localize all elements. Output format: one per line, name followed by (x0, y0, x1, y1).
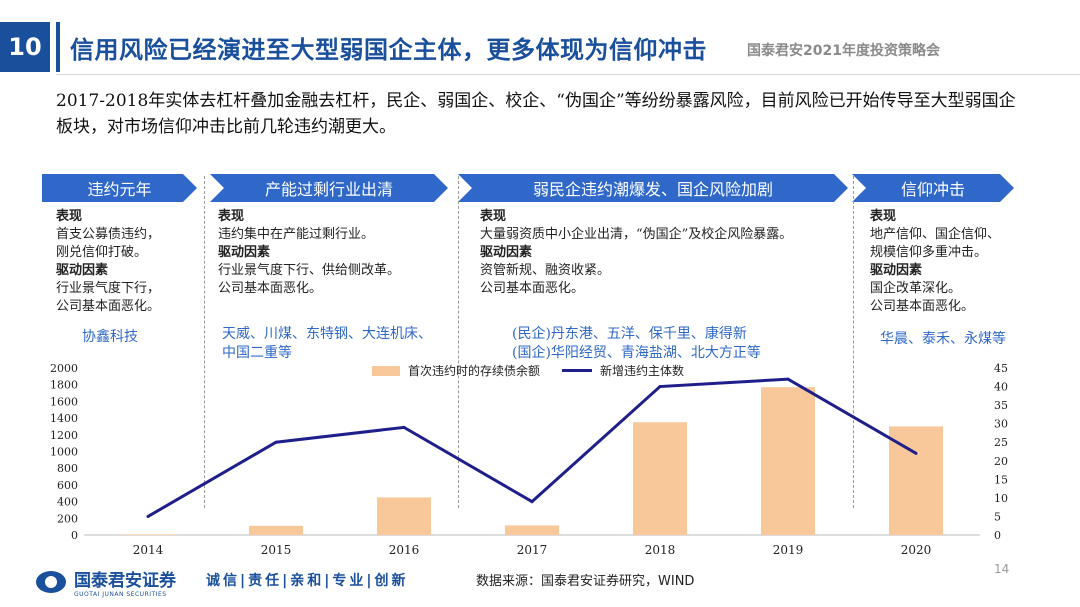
bar (633, 422, 687, 535)
y-left-tick-label: 1600 (50, 395, 78, 408)
stage-desc-4: 表现 地产信仰、国企信仰、 规模信仰多重冲击。 驱动因素 国企改革深化。 公司基… (870, 209, 1001, 314)
legend-bar-label: 首次违约时的存续债余额 (408, 364, 541, 378)
y-left-tick-label: 2000 (50, 362, 78, 375)
stage-examples-1: 协鑫科技 (82, 329, 138, 345)
logo-mark-icon (36, 571, 66, 593)
stage-desc-1: 表现 首支公募债违约， 刚兑信仰打破。 驱动因素 行业景气度下行， 公司基本面恶… (56, 209, 161, 314)
stage-arrow-3: 弱民企违约潮爆发、国企风险加剧 (458, 174, 848, 202)
data-source: 数据来源：国泰君安证券研究，WIND (476, 574, 695, 589)
line-point (530, 500, 534, 504)
bar (377, 497, 431, 535)
y-right-tick-label: 40 (994, 381, 1008, 394)
stage-divider (853, 176, 854, 508)
y-right-tick-label: 20 (994, 455, 1008, 468)
x-tick-label: 2020 (901, 543, 932, 557)
page-title: 信用风险已经演进至大型弱国企主体，更多体现为信仰冲击 (70, 36, 707, 64)
bar (505, 525, 559, 535)
stage-arrow-2: 产能过剩行业出清 (210, 174, 448, 202)
y-left-tick-label: 1800 (50, 379, 78, 392)
y-right-tick-label: 15 (994, 473, 1008, 486)
y-left-tick-label: 1200 (50, 429, 78, 442)
y-left-tick-label: 600 (57, 479, 78, 492)
default-chart: 0 200 400 600 800 1000 1200 1400 1600 1800 2000 0 5 1… (50, 362, 1008, 557)
stage-arrow-4: 信仰冲击 (852, 174, 1014, 202)
line-point (786, 377, 790, 381)
y-right-tick-label: 35 (994, 399, 1008, 412)
stage-divider (458, 176, 459, 508)
logo-en: GUOTAI JUNAN SECURITIES (74, 591, 167, 598)
title-accent-bar (56, 22, 60, 72)
legend-line-swatch (562, 369, 593, 372)
y-left-tick-label: 400 (57, 496, 78, 509)
y-right-tick-label: 0 (994, 529, 1001, 542)
x-tick-label: 2016 (389, 543, 420, 557)
legend-bar-swatch (372, 365, 400, 376)
legend-line-label: 新增违约主体数 (600, 364, 685, 378)
chart-legend: 首次违约时的存续债余额 新增违约主体数 (372, 362, 684, 379)
line-point (658, 385, 662, 389)
y-left-tick-label: 0 (71, 529, 78, 542)
y-left-tick-label: 800 (57, 462, 78, 475)
stage-desc-2: 表现 违约集中在产能过剩行业。 驱动因素 行业景气度下行、供给侧改革。 公司基本… (218, 209, 401, 296)
header-divider (56, 74, 1080, 75)
stage-examples-4: 华晨、泰禾、永煤等 (880, 331, 1006, 347)
line-point (914, 451, 918, 455)
page-number: 14 (994, 562, 1010, 576)
y-left-tick-label: 200 (57, 512, 78, 525)
stage-desc-3: 表现 大量弱资质中小企业出清，“伪国企”及校企风险暴露。 驱动因素 资管新规、融… (480, 209, 793, 296)
slide-number: 10 (0, 22, 50, 72)
intro-text: 2017-2018年实体去杠杆叠加金融去杠杆，民企、弱国企、校企、“伪国企”等纷… (56, 91, 1016, 137)
y-left-tick-label: 1400 (50, 412, 78, 425)
bar (249, 525, 303, 535)
x-tick-label: 2015 (261, 543, 292, 557)
line-point (146, 514, 150, 518)
stage-examples-2: 天威、川煤、东特钢、大连机床、 中国二重等 (222, 326, 432, 361)
stage-divider (204, 176, 205, 508)
bar (121, 534, 175, 535)
y-right-tick-label: 25 (994, 436, 1008, 449)
bar (761, 387, 815, 535)
logo-cn: 国泰君安证券 (74, 571, 176, 591)
y-right-tick-label: 45 (994, 362, 1008, 375)
stage-arrow-1: 违约元年 (42, 174, 197, 202)
brand-title: 国泰君安2021年度投资策略会 (747, 43, 940, 59)
y-right-tick-label: 5 (994, 510, 1001, 523)
x-tick-label: 2014 (133, 543, 164, 557)
x-tick-label: 2019 (773, 543, 804, 557)
line-point (402, 425, 406, 429)
x-tick-label: 2017 (517, 543, 548, 557)
x-tick-label: 2018 (645, 543, 676, 557)
y-left-tick-label: 1000 (50, 446, 78, 459)
y-right-tick-label: 10 (994, 492, 1008, 505)
company-logo: 国泰君安证券 GUOTAI JUNAN SECURITIES (36, 566, 176, 598)
line-point (274, 440, 278, 444)
stage-examples-3: (民企)丹东港、五洋、保千里、康得新 (国企)华阳经贸、青海盐湖、北大方正等 (512, 326, 761, 361)
company-motto: 诚信|责任|亲和|专业|创新 (206, 573, 409, 589)
y-right-tick-label: 30 (994, 418, 1008, 431)
